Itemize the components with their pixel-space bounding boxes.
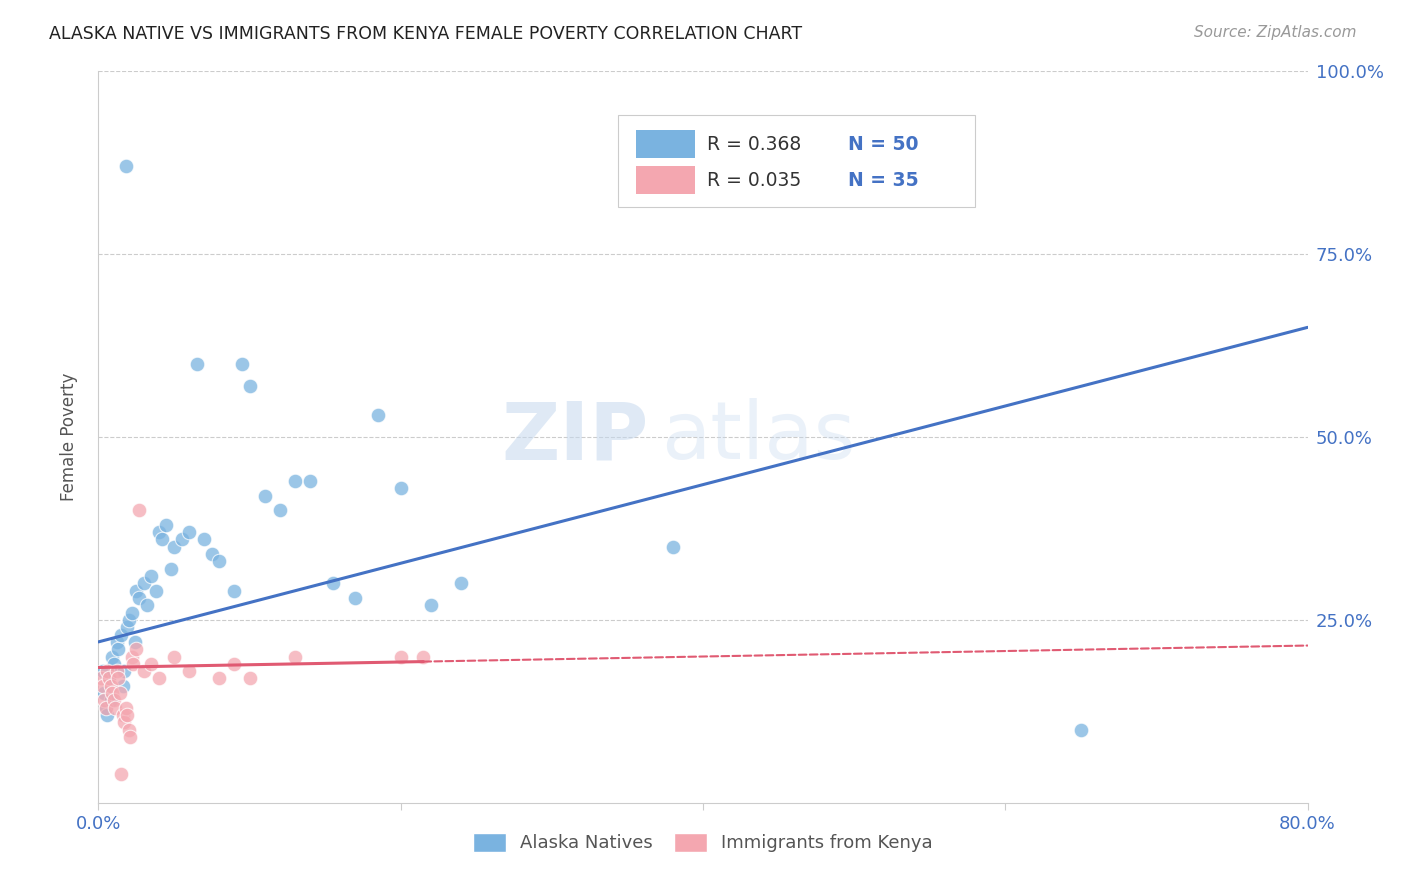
FancyBboxPatch shape (637, 167, 695, 194)
Point (105, 664, 128, 678)
Point (132, 576, 155, 591)
Point (125, 583, 148, 598)
Point (124, 635, 146, 649)
Point (201, 547, 224, 561)
Point (125, 642, 148, 657)
Point (91, 679, 114, 693)
Point (412, 649, 434, 664)
Text: ZIP: ZIP (502, 398, 648, 476)
Point (224, 657, 246, 671)
Text: ALASKA NATIVE VS IMMIGRANTS FROM KENYA FEMALE POVERTY CORRELATION CHART: ALASKA NATIVE VS IMMIGRANTS FROM KENYA F… (49, 25, 803, 43)
Point (344, 591, 367, 605)
Point (115, 708, 138, 723)
Point (420, 599, 443, 613)
Point (253, 489, 276, 503)
Point (150, 533, 173, 547)
Point (186, 357, 208, 371)
Text: N = 35: N = 35 (848, 170, 918, 190)
Point (101, 649, 124, 664)
Point (122, 657, 145, 671)
Point (111, 679, 134, 693)
Point (1070, 723, 1092, 737)
Point (98, 672, 121, 686)
Point (141, 569, 163, 583)
Point (96, 664, 118, 678)
Point (93, 686, 115, 700)
Point (103, 693, 125, 707)
Point (100, 679, 122, 693)
Point (231, 357, 253, 371)
Text: N = 50: N = 50 (848, 135, 918, 153)
Point (239, 672, 262, 686)
Point (132, 664, 155, 678)
Point (163, 540, 186, 554)
Point (103, 657, 125, 671)
Point (91, 664, 114, 678)
Point (114, 700, 136, 714)
FancyBboxPatch shape (637, 130, 695, 158)
Point (112, 664, 135, 678)
Point (208, 672, 231, 686)
Point (145, 583, 167, 598)
Point (179, 664, 201, 678)
Point (96, 708, 118, 723)
Point (94, 700, 117, 714)
Point (100, 693, 122, 707)
Point (112, 715, 135, 730)
Point (118, 613, 141, 627)
Point (269, 503, 291, 517)
Point (450, 576, 472, 591)
Point (160, 562, 183, 576)
Point (661, 540, 683, 554)
Text: R = 0.035: R = 0.035 (707, 170, 801, 190)
Point (170, 533, 193, 547)
Point (141, 657, 163, 671)
Point (148, 525, 170, 540)
Point (110, 766, 132, 780)
Point (389, 649, 412, 664)
Point (105, 635, 128, 649)
Point (111, 708, 134, 723)
Point (284, 649, 307, 664)
Point (93, 693, 115, 707)
Point (104, 700, 127, 714)
Point (107, 642, 129, 657)
Point (101, 686, 124, 700)
Point (135, 599, 157, 613)
Point (90, 672, 112, 686)
Point (208, 554, 231, 568)
FancyBboxPatch shape (619, 115, 976, 207)
Point (224, 583, 246, 598)
Text: atlas: atlas (661, 398, 855, 476)
Text: Source: ZipAtlas.com: Source: ZipAtlas.com (1194, 25, 1357, 40)
Point (110, 627, 132, 641)
Point (155, 517, 177, 532)
Point (98, 672, 121, 686)
Point (121, 606, 143, 620)
Point (107, 672, 129, 686)
Legend: Alaska Natives, Immigrants from Kenya: Alaska Natives, Immigrants from Kenya (465, 826, 941, 860)
Point (179, 525, 201, 540)
Point (239, 379, 262, 393)
Point (121, 649, 143, 664)
Point (108, 686, 131, 700)
Point (128, 591, 150, 605)
Point (299, 474, 322, 488)
Point (193, 533, 215, 547)
Point (120, 730, 142, 744)
Point (118, 723, 141, 737)
Text: R = 0.368: R = 0.368 (707, 135, 801, 153)
Point (128, 503, 150, 517)
Point (284, 474, 307, 488)
Point (115, 620, 138, 634)
Point (163, 649, 186, 664)
Point (389, 481, 412, 495)
Point (367, 408, 389, 422)
Y-axis label: Female Poverty: Female Poverty (59, 373, 77, 501)
Point (322, 576, 344, 591)
Point (148, 672, 170, 686)
Point (94, 700, 117, 714)
Point (114, 160, 136, 174)
